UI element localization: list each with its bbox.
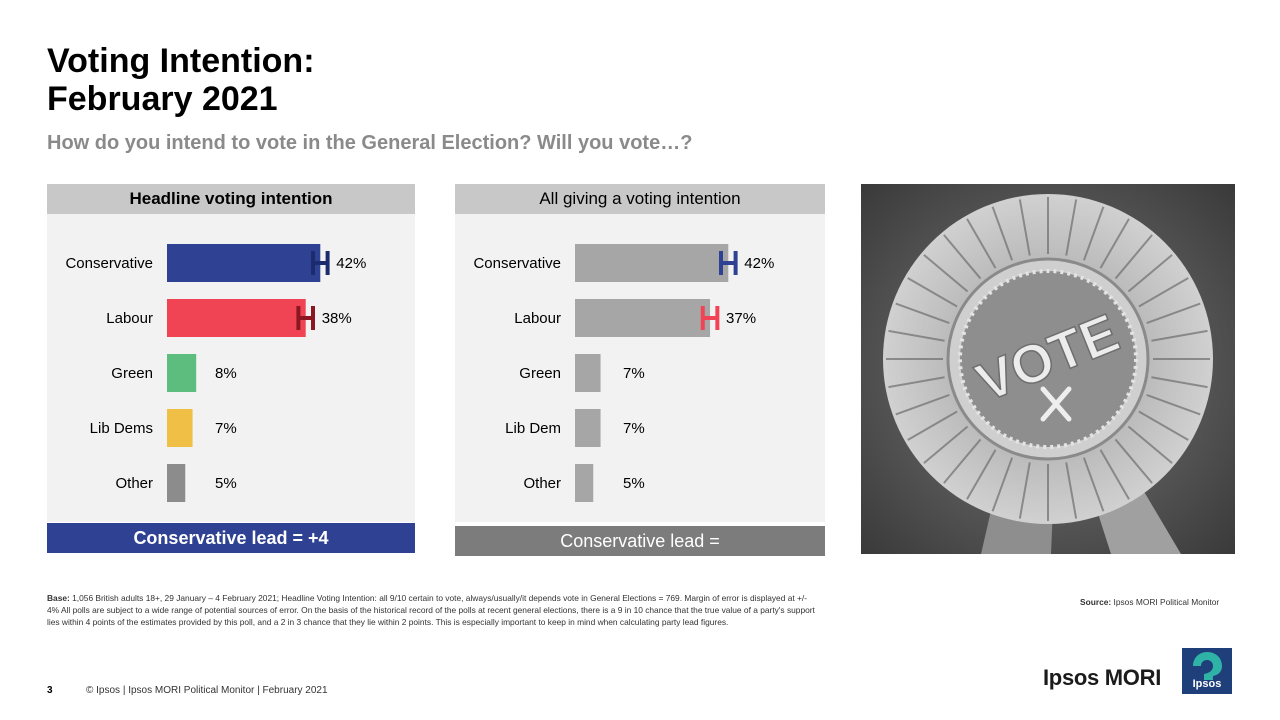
source-text: Ipsos MORI Political Monitor — [1111, 597, 1220, 607]
page-number: 3 — [47, 685, 53, 696]
all-intention-value-label-green: 7% — [623, 365, 645, 382]
headline-lead-banner: Conservative lead = +4 — [47, 523, 415, 553]
all-intention-lead-banner: Conservative lead = — [455, 526, 825, 556]
headline-value-label-conservative: 42% — [336, 255, 366, 272]
all-intention-value-label-labour: 37% — [726, 310, 756, 327]
all-intention-category-label-green: Green — [519, 365, 561, 382]
page-subtitle: How do you intend to vote in the General… — [47, 132, 693, 154]
headline-error-bar-labour — [296, 306, 315, 330]
all-intention-chart: Conservative 42% Labour 37% Green 7% Lib Dem 7%… — [473, 244, 774, 502]
base-note: Base: 1,056 British adults 18+, 29 Janua… — [47, 593, 817, 628]
all-intention-category-label-labour: Labour — [514, 310, 561, 327]
all-intention-chart-title: All giving a voting intention — [455, 184, 825, 214]
headline-bar-other — [167, 464, 186, 502]
all-intention-value-label-conservative: 42% — [744, 255, 774, 272]
headline-category-label-labour: Labour — [106, 310, 153, 327]
headline-error-bar-conservative — [311, 251, 330, 275]
headline-chart-panel: Headline voting intention Conservative 42… — [47, 184, 415, 522]
headline-value-label-lib-dems: 7% — [215, 420, 237, 437]
ipsos-mori-brand: Ipsos MORI — [1043, 665, 1162, 690]
all-intention-category-label-lib-dem: Lib Dem — [505, 420, 561, 437]
page-title-line2: February 2021 — [47, 80, 278, 118]
all-intention-chart-panel: All giving a voting intention Conservati… — [455, 184, 825, 522]
all-intention-category-label-conservative: Conservative — [473, 255, 561, 272]
source-note: Source: Ipsos MORI Political Monitor — [1080, 597, 1219, 607]
headline-bar-green — [167, 354, 197, 392]
headline-category-label-conservative: Conservative — [65, 255, 153, 272]
source-label: Source: — [1080, 597, 1112, 607]
all-intention-value-label-other: 5% — [623, 475, 645, 492]
all-intention-error-bar-labour — [700, 306, 720, 330]
rosette-image: VOTE — [861, 184, 1235, 554]
page-title-line1: Voting Intention: — [47, 42, 315, 80]
page-title: Voting Intention: February 2021 — [47, 42, 315, 118]
headline-category-label-other: Other — [115, 475, 153, 492]
base-text: 1,056 British adults 18+, 29 January – 4… — [47, 593, 815, 627]
ipsos-logo-text: Ipsos — [1192, 678, 1222, 690]
headline-chart-title: Headline voting intention — [47, 184, 415, 214]
base-label: Base: — [47, 593, 70, 603]
headline-value-label-other: 5% — [215, 475, 237, 492]
ipsos-logo-mark — [1193, 652, 1222, 680]
headline-bar-lib-dems — [167, 409, 193, 447]
headline-chart: Conservative 42% Labour 38% Green 8% Lib Dems 7… — [65, 244, 366, 502]
all-intention-bar-green — [575, 354, 601, 392]
ipsos-logo: Ipsos — [1182, 648, 1232, 694]
headline-value-label-labour: 38% — [322, 310, 352, 327]
all-intention-error-bar-conservative — [719, 251, 738, 275]
vote-rosette-photo: VOTE — [861, 184, 1235, 554]
all-intention-bar-labour — [575, 299, 711, 337]
copyright: © Ipsos | Ipsos MORI Political Monitor |… — [86, 685, 328, 696]
headline-category-label-green: Green — [111, 365, 153, 382]
all-intention-bar-conservative — [575, 244, 729, 282]
headline-bar-labour — [167, 299, 306, 337]
headline-category-label-lib-dems: Lib Dems — [90, 420, 153, 437]
all-intention-value-label-lib-dem: 7% — [623, 420, 645, 437]
headline-bar-conservative — [167, 244, 321, 282]
all-intention-bar-other — [575, 464, 594, 502]
all-intention-category-label-other: Other — [523, 475, 561, 492]
headline-value-label-green: 8% — [215, 365, 237, 382]
all-intention-bar-lib-dem — [575, 409, 601, 447]
